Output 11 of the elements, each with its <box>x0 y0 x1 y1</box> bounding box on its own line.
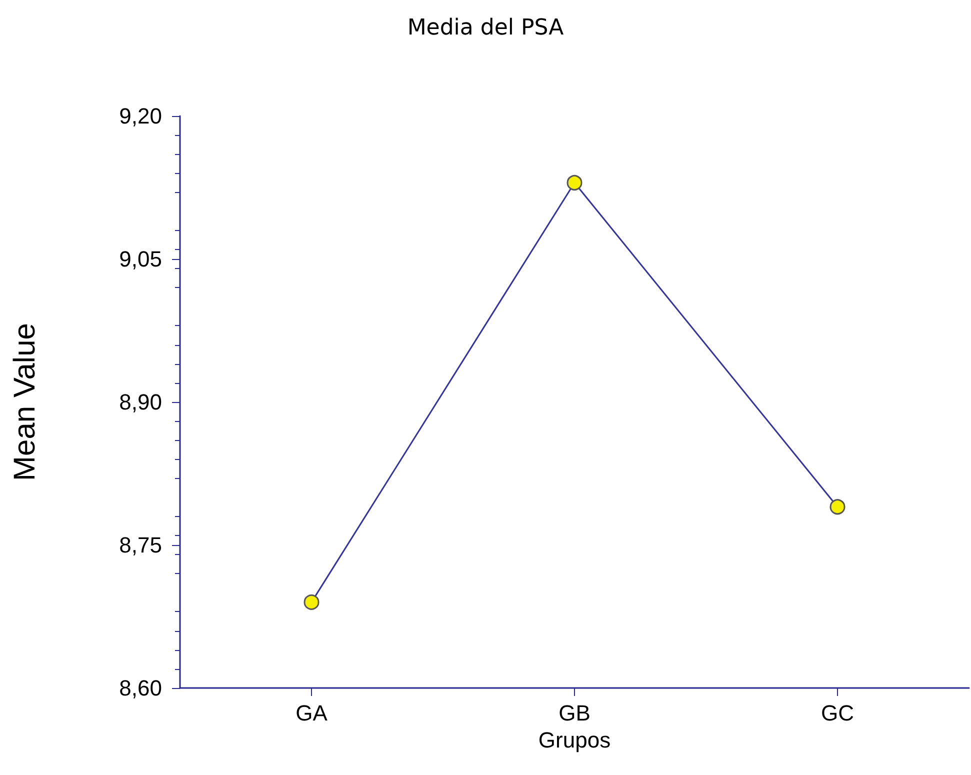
y-axis-title: Mean Value <box>8 323 42 481</box>
y-tick-label: 8,75 <box>119 532 162 558</box>
x-tick-label: GB <box>558 700 590 726</box>
y-tick-label: 9,05 <box>119 246 162 272</box>
y-tick-label: 8,60 <box>119 676 162 700</box>
x-axis-title: Grupos <box>538 727 611 752</box>
chart-title: Media del PSA <box>407 16 564 40</box>
x-tick-label: GC <box>821 700 854 726</box>
x-tick-label: GA <box>296 700 328 726</box>
y-tick-label: 9,20 <box>119 104 162 128</box>
y-tick-label: 8,90 <box>119 390 162 414</box>
